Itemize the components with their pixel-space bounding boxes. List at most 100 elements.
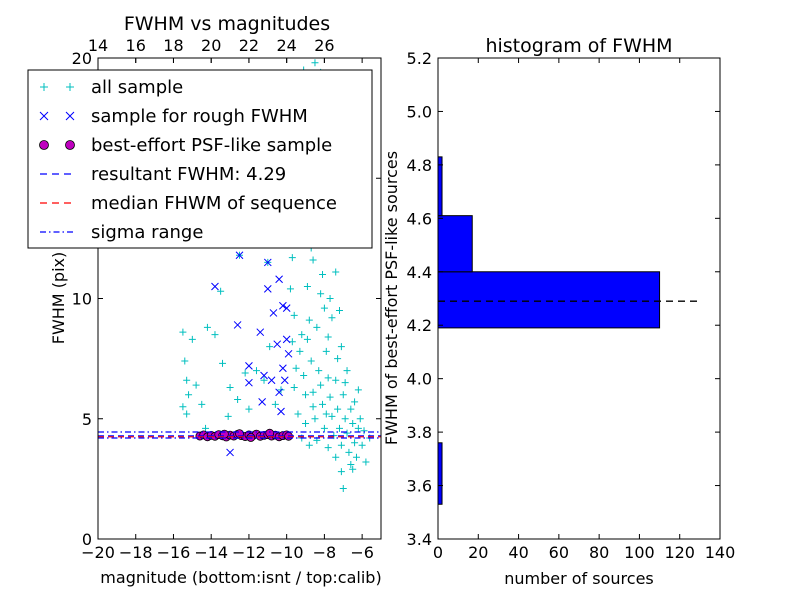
all-sample-point xyxy=(343,429,351,437)
all-sample-point xyxy=(290,383,298,391)
all-sample-point xyxy=(328,314,336,322)
scatter-legend-entry: median FHWM of sequence xyxy=(40,193,337,214)
rough-sample-point xyxy=(245,361,253,370)
scatter-x-tick-label: −16 xyxy=(157,543,191,562)
rough-sample-point xyxy=(258,398,266,406)
all-sample-point xyxy=(315,367,323,375)
all-sample-point xyxy=(324,333,332,341)
all-sample-point xyxy=(337,343,345,351)
histogram-plot-area xyxy=(437,156,700,505)
histogram-bar xyxy=(437,156,443,217)
all-sample-point xyxy=(298,331,306,339)
scatter-legend-entry: sigma range xyxy=(40,222,203,243)
rough-sample-point xyxy=(279,364,287,373)
scatter-y-label: FWHM (pix) xyxy=(49,252,68,345)
rough-sample-point xyxy=(211,282,219,291)
all-sample-point xyxy=(354,386,362,394)
scatter-y-tick-label: 0 xyxy=(82,530,92,549)
all-sample-point xyxy=(362,458,370,466)
all-sample-point xyxy=(341,379,349,387)
all-sample-point xyxy=(351,398,359,406)
rough-sample-point xyxy=(245,378,253,387)
histogram-x-tick-label: 120 xyxy=(664,543,695,562)
scatter-legend-label: all sample xyxy=(91,77,183,98)
all-sample-point xyxy=(202,424,210,432)
all-sample-point xyxy=(203,323,211,331)
histogram-panel: histogram of FWHM 0 20 40 60 80 100 120 140 3.4 3… xyxy=(382,35,735,588)
all-sample-point xyxy=(322,410,330,418)
histogram-x-tick-label: 40 xyxy=(508,543,528,562)
all-sample-point xyxy=(245,405,253,413)
all-sample-point xyxy=(181,357,189,365)
all-sample-point xyxy=(192,381,200,389)
scatter-legend-entry: resultant FWHM: 4.29 xyxy=(40,164,286,185)
all-sample-point xyxy=(324,444,332,452)
all-sample-point xyxy=(188,335,196,343)
legend-plus-icon xyxy=(66,83,74,91)
all-sample-point xyxy=(302,420,310,428)
all-sample-point xyxy=(183,410,191,418)
rough-sample-point xyxy=(269,309,278,317)
scatter-top-tick-label: 14 xyxy=(88,36,108,55)
all-sample-point xyxy=(305,316,313,324)
all-sample-point xyxy=(332,376,340,384)
scatter-x-label: magnitude (bottom:isnt / top:calib) xyxy=(100,568,381,587)
all-sample-point xyxy=(317,290,325,298)
all-sample-point xyxy=(347,460,355,468)
all-sample-point xyxy=(320,304,328,312)
all-sample-point xyxy=(343,367,351,375)
scatter-y-tick-label: 20 xyxy=(72,49,92,68)
scatter-x-tick-label: −12 xyxy=(232,543,266,562)
rough-sample-point xyxy=(279,301,287,310)
scatter-legend-entry: all sample xyxy=(40,77,183,98)
all-sample-point xyxy=(219,359,227,367)
all-sample-point xyxy=(309,403,317,411)
histogram-x-tick-label: 0 xyxy=(433,543,443,562)
legend-plus-icon xyxy=(40,83,48,91)
histogram-y-tick-label: 4.2 xyxy=(407,316,432,335)
scatter-legend-label: median FHWM of sequence xyxy=(91,193,337,214)
scatter-panel: FWHM vs magnitudes −20 −18 −16 −14 −12 −10 −8−… xyxy=(27,13,382,587)
scatter-legend-label: best-effort PSF-like sample xyxy=(91,135,332,156)
rough-sample-point xyxy=(277,407,285,416)
all-sample-point xyxy=(319,400,327,408)
all-sample-point xyxy=(260,376,268,384)
legend-x-icon xyxy=(65,111,75,121)
histogram-title: histogram of FWHM xyxy=(485,35,672,57)
all-sample-point xyxy=(266,343,274,351)
histogram-bar xyxy=(437,271,661,329)
all-sample-point xyxy=(328,412,336,420)
histogram-x-tick-label: 140 xyxy=(705,543,736,562)
all-sample-point xyxy=(183,376,191,384)
histogram-bar xyxy=(437,442,443,505)
all-sample-point xyxy=(217,287,225,295)
scatter-top-tick-label: 22 xyxy=(239,36,259,55)
all-sample-point xyxy=(335,424,343,432)
all-sample-point xyxy=(332,453,340,461)
scatter-top-tick-label: 16 xyxy=(126,36,146,55)
all-sample-point xyxy=(360,427,368,435)
scatter-x-tick-label: −10 xyxy=(270,543,304,562)
all-sample-point xyxy=(288,338,296,346)
rough-sample-point xyxy=(233,321,242,329)
all-sample-point xyxy=(345,448,353,456)
histogram-y-tick-label: 3.4 xyxy=(407,530,432,549)
rough-sample-point xyxy=(263,285,272,293)
rough-sample-point xyxy=(273,340,282,349)
all-sample-point xyxy=(351,439,359,447)
scatter-legend-entry: sample for rough FWHM xyxy=(39,106,308,127)
histogram-x-tick-label: 100 xyxy=(624,543,655,562)
all-sample-point xyxy=(339,391,347,399)
rough-sample-point xyxy=(256,328,265,337)
rough-sample-point xyxy=(275,275,283,284)
legend-x-icon xyxy=(39,111,49,121)
scatter-x-tick-label: −6 xyxy=(350,543,374,562)
all-sample-point xyxy=(354,424,362,432)
histogram-axes: 0 20 40 60 80 100 120 140 3.4 3.6 3.8 4.0 4.2 4.4 4.6 4… xyxy=(407,49,736,562)
rough-sample-point xyxy=(263,258,272,267)
all-sample-point xyxy=(311,415,319,423)
histogram-y-tick-label: 4.4 xyxy=(407,263,432,282)
all-sample-point xyxy=(179,328,187,336)
all-sample-point xyxy=(292,364,300,372)
all-sample-point xyxy=(320,424,328,432)
